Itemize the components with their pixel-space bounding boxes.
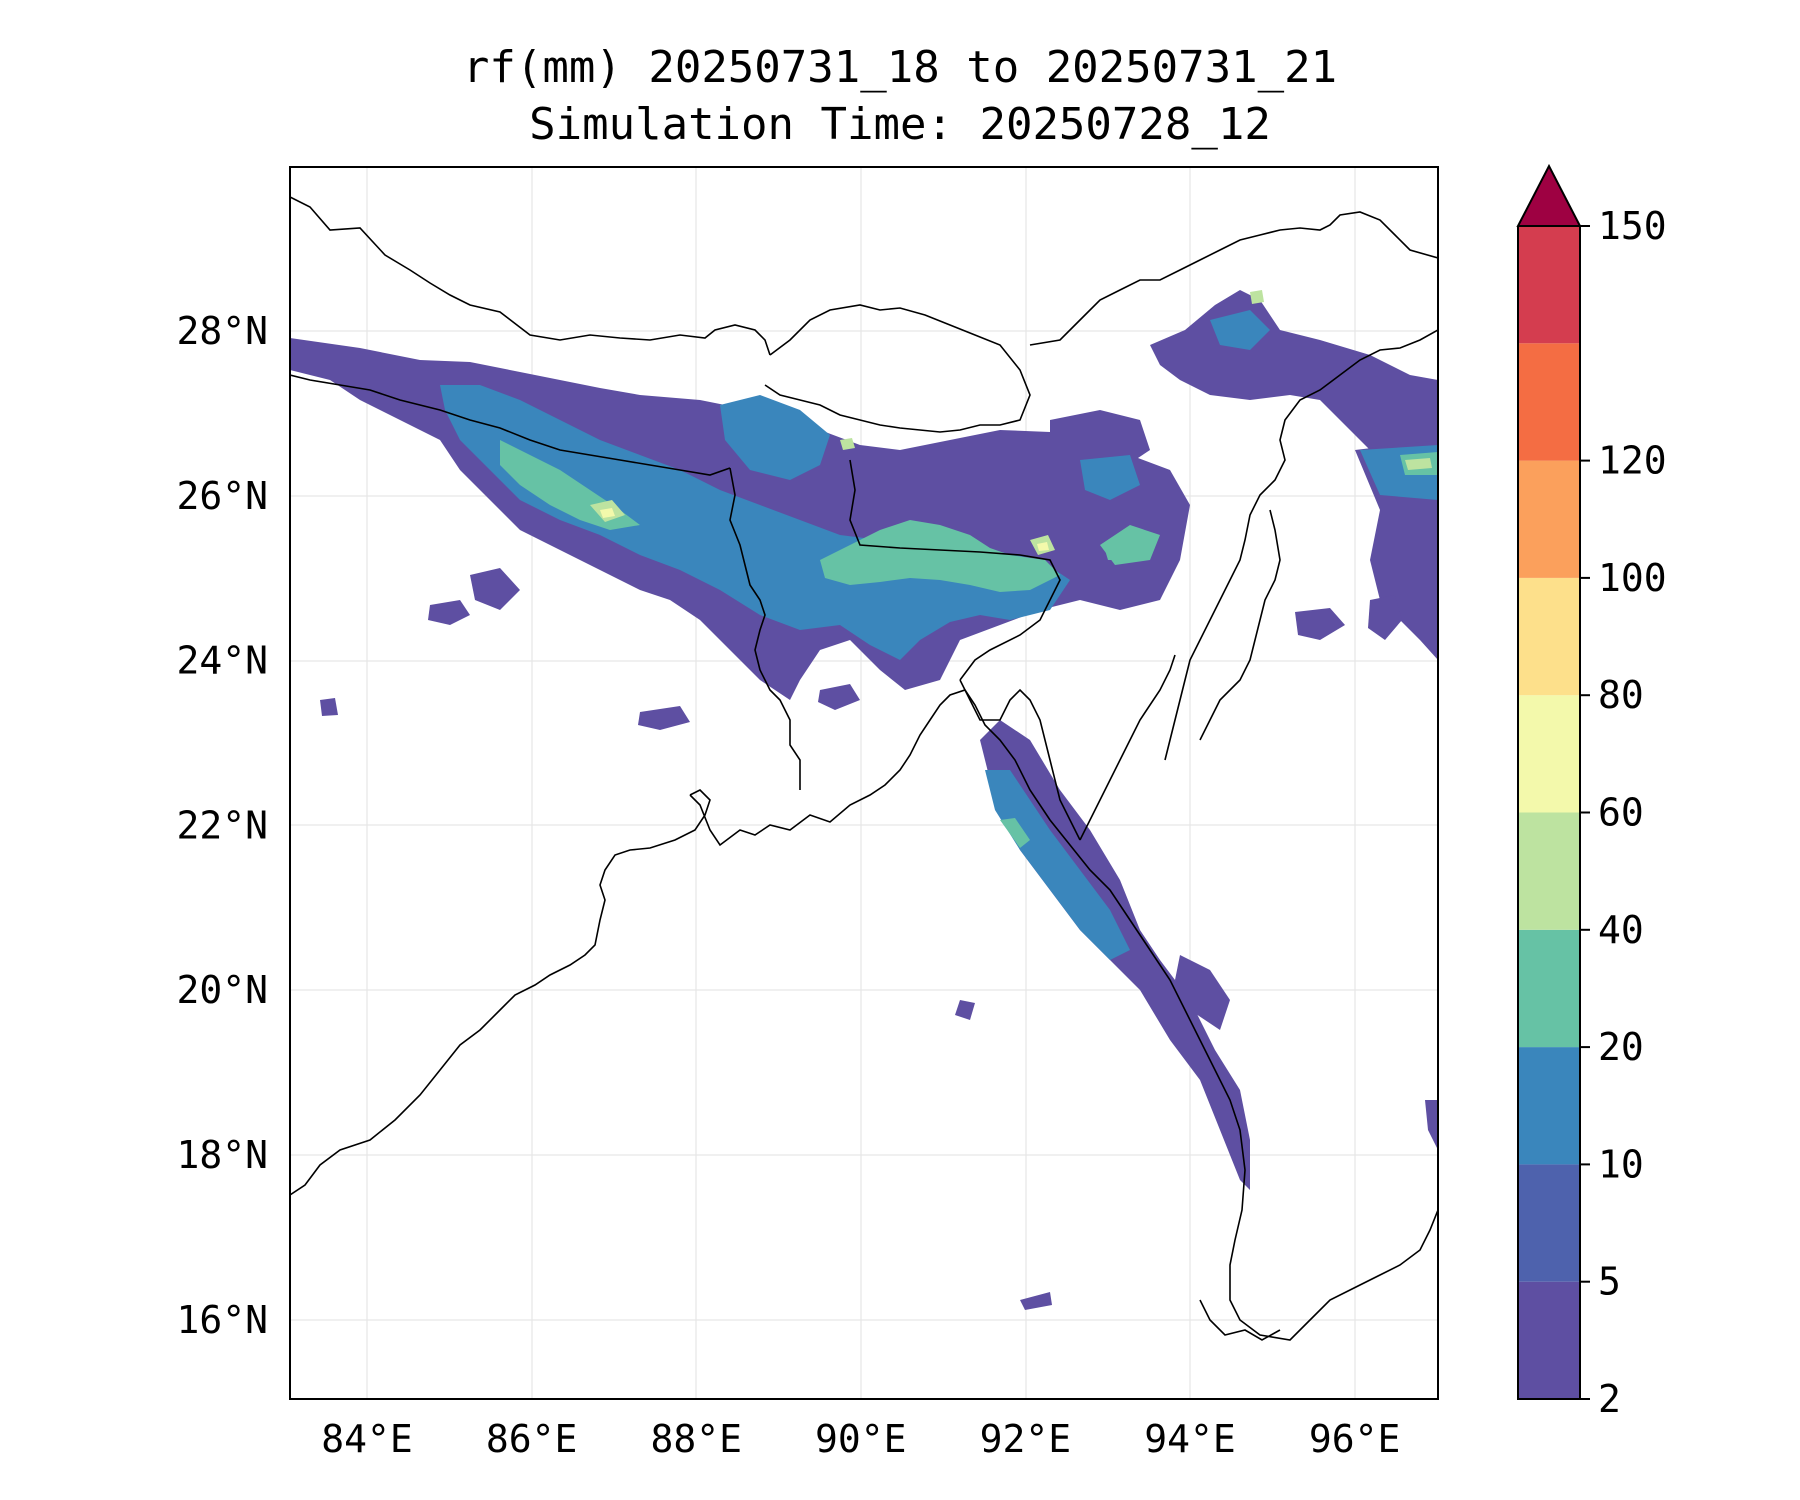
lon-tick-label: 86°E [486,1417,578,1461]
rainfall-field [290,290,1438,1310]
lon-tick-label: 92°E [980,1417,1072,1461]
lon-tick-label: 96°E [1309,1417,1401,1461]
coastline-myanmar-south [1199,1299,1281,1341]
rainfall-light [290,290,1438,1310]
coastlines-borders [290,196,1438,1341]
colorbar-tick-label: 100 [1598,556,1667,600]
lon-tick-label: 88°E [650,1417,742,1461]
colorbar-segment [1518,1047,1580,1165]
border-bhutan [764,304,1031,433]
colorbar-tick-label: 5 [1598,1260,1621,1304]
lon-tick-label: 84°E [321,1417,413,1461]
lat-tick-label: 16°N [176,1298,268,1342]
lon-tick-label: 94°E [1144,1417,1236,1461]
border-myanmar-interior [1199,509,1281,741]
lat-tick-label: 18°N [176,1133,268,1177]
lat-tick-label: 22°N [176,803,268,847]
colorbar-tick-label: 20 [1598,1025,1644,1069]
colorbar-tick-label: 2 [1598,1377,1621,1421]
colorbar-segment [1518,1164,1580,1282]
longitude-tick-labels: 84°E 86°E 88°E 90°E 92°E 94°E 96°E [321,1417,1400,1461]
colorbar-tick-label: 10 [1598,1142,1644,1186]
colorbar-segment [1518,812,1580,930]
colorbar-segment [1518,343,1580,461]
map-title-line-2: Simulation Time: 20250728_12 [529,99,1271,150]
colorbar-segment [1518,226,1580,344]
colorbar-segment [1518,1281,1580,1399]
colorbar-tick-label: 120 [1598,439,1667,483]
map-title-line-1: rf(mm) 20250731_18 to 20250731_21 [462,42,1338,93]
colorbar-tick-label: 80 [1598,673,1644,717]
rainfall-moderate [440,310,1438,960]
border-nepal-india [290,374,731,476]
rainfall-peak [600,508,1049,551]
border-mizoram [1079,654,1176,841]
coastline-bangladesh [689,689,1438,1341]
lat-tick-label: 26°N [176,474,268,518]
lon-tick-label: 90°E [815,1417,907,1461]
lat-tick-label: 28°N [176,309,268,353]
border-bangladesh-india-west [729,467,801,790]
border-tripura [959,679,1081,841]
colorbar-extend-arrow [1516,163,1582,227]
colorbar-segment [1518,460,1580,578]
border-india-china [290,196,771,356]
colorbar-tick-label: 60 [1598,791,1644,835]
colorbar-tick-label: 150 [1598,204,1667,248]
latitude-tick-labels: 28°N 26°N 24°N 22°N 20°N 18°N 16°N [176,309,268,1342]
colorbar-segment [1518,695,1580,813]
border-bangladesh-india-east [849,459,1061,681]
border-myanmar-india [1164,329,1438,761]
colorbar-tick-label: 40 [1598,908,1644,952]
border-arunachal [1029,211,1438,346]
colorbar: 2 5 10 20 40 60 80 100 120 150 [1516,163,1667,1421]
coastline-east-india [290,789,711,1196]
lat-tick-label: 24°N [176,639,268,683]
colorbar-segment [1518,929,1580,1048]
colorbar-segment [1518,577,1580,696]
map-frame [289,166,1439,1400]
lat-tick-label: 20°N [176,968,268,1012]
